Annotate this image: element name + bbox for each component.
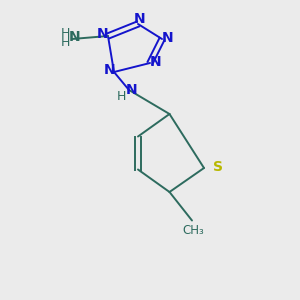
Text: H: H [61,27,70,40]
Text: H: H [117,90,126,103]
Text: N: N [162,31,173,44]
Text: CH₃: CH₃ [183,224,204,236]
Text: N: N [104,64,115,77]
Text: N: N [126,83,138,97]
Text: N: N [69,30,81,44]
Text: N: N [150,55,161,68]
Text: N: N [134,12,145,26]
Text: N: N [97,28,108,41]
Text: H: H [61,36,70,49]
Text: S: S [213,160,224,174]
